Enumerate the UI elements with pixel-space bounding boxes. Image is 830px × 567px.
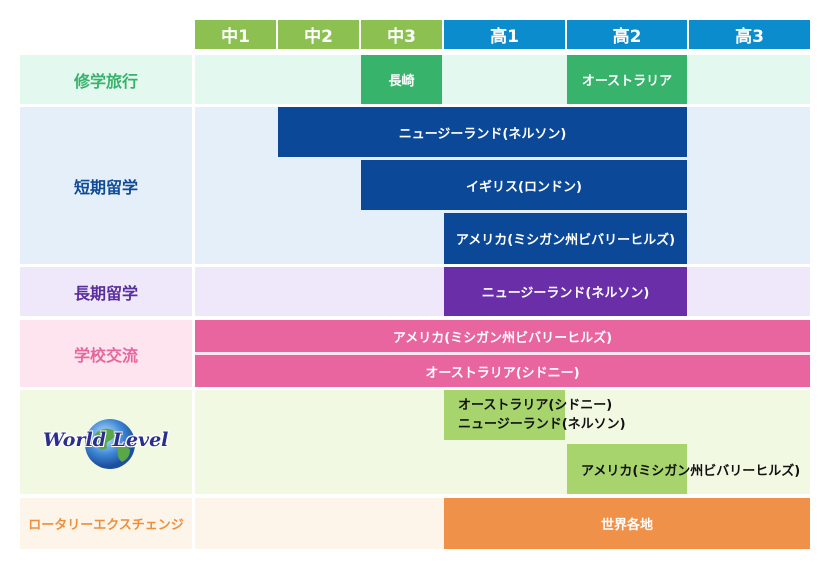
tanki-bar-newzealand: ニュージーランド(ネルソン) — [278, 107, 687, 157]
header-ko3: 高3 — [689, 20, 810, 49]
tanki-label: 短期留学 — [73, 177, 138, 197]
choki-label: 長期留学 — [73, 283, 138, 303]
rotary-divider — [192, 498, 195, 549]
rotary-bar-worldwide: 世界各地 — [444, 498, 810, 549]
shugaku-label: 修学旅行 — [73, 71, 138, 91]
tanki-bar-uk: イギリス(ロンドン) — [361, 160, 687, 210]
shugaku-divider — [192, 55, 195, 104]
world-level-logo: World Level — [40, 412, 175, 472]
choki-bar-newzealand: ニュージーランド(ネルソン) — [444, 267, 687, 316]
world-bar-usa-text: アメリカ(ミシガン州ビバリーヒルズ) — [581, 463, 801, 479]
gakko-bar-usa: アメリカ(ミシガン州ビバリーヒルズ) — [195, 320, 810, 352]
world-level-logo-text: World Level — [43, 429, 169, 451]
world-bar-oceania: オーストラリア(シドニー) ニュージーランド(ネルソン) — [444, 390, 626, 440]
gakko-label: 学校交流 — [73, 345, 138, 365]
world-bar-newzealand-text: ニュージーランド(ネルソン) — [458, 417, 626, 432]
header-chu1: 中1 — [195, 20, 276, 49]
header-ko1: 高1 — [444, 20, 565, 49]
world-bar-usa: アメリカ(ミシガン州ビバリーヒルズ) — [567, 444, 800, 494]
choki-divider — [192, 267, 195, 316]
shugaku-bar-australia: オーストラリア — [567, 55, 687, 104]
gakko-divider — [192, 320, 195, 387]
globe-icon — [85, 419, 135, 469]
rotary-label: ロータリーエクスチェンジ — [28, 518, 184, 533]
world-divider — [192, 390, 195, 494]
tanki-bar-usa: アメリカ(ミシガン州ビバリーヒルズ) — [444, 213, 687, 264]
world-bar-australia-text: オーストラリア(シドニー) — [458, 398, 613, 413]
tanki-divider — [192, 107, 195, 264]
gakko-bar-australia: オーストラリア(シドニー) — [195, 355, 810, 387]
header-chu3: 中3 — [361, 20, 442, 49]
shugaku-bar-nagasaki: 長崎 — [361, 55, 442, 104]
header-chu2: 中2 — [278, 20, 359, 49]
header-ko2: 高2 — [567, 20, 687, 49]
